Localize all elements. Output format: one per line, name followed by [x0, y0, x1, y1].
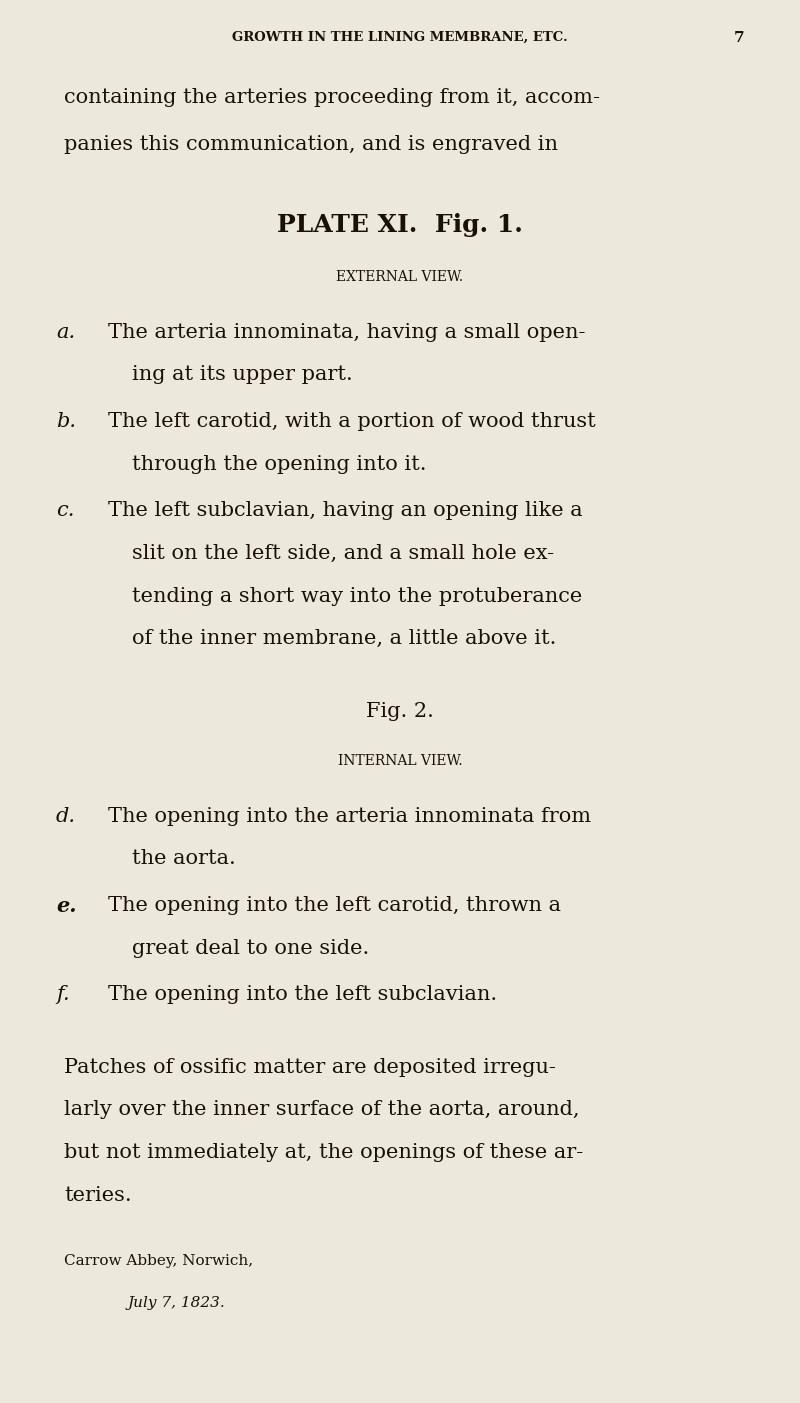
Text: The opening into the arteria innominata from: The opening into the arteria innominata … [108, 807, 591, 826]
Text: c.: c. [56, 501, 74, 521]
Text: The opening into the left carotid, thrown a: The opening into the left carotid, throw… [108, 897, 561, 915]
Text: EXTERNAL VIEW.: EXTERNAL VIEW. [337, 271, 463, 285]
Text: e.: e. [56, 897, 77, 916]
Text: ing at its upper part.: ing at its upper part. [132, 365, 353, 384]
Text: containing the arteries proceeding from it, accom-: containing the arteries proceeding from … [64, 87, 600, 107]
Text: The arteria innominata, having a small open-: The arteria innominata, having a small o… [108, 323, 586, 342]
Text: larly over the inner surface of the aorta, around,: larly over the inner surface of the aort… [64, 1100, 579, 1120]
Text: The left carotid, with a portion of wood thrust: The left carotid, with a portion of wood… [108, 412, 596, 431]
Text: tending a short way into the protuberance: tending a short way into the protuberanc… [132, 586, 582, 606]
Text: but not immediately at, the openings of these ar-: but not immediately at, the openings of … [64, 1143, 583, 1162]
Text: INTERNAL VIEW.: INTERNAL VIEW. [338, 755, 462, 769]
Text: the aorta.: the aorta. [132, 849, 236, 868]
Text: slit on the left side, and a small hole ex-: slit on the left side, and a small hole … [132, 544, 554, 563]
Text: July 7, 1823.: July 7, 1823. [128, 1295, 226, 1309]
Text: Fig. 2.: Fig. 2. [366, 702, 434, 721]
Text: f.: f. [56, 985, 70, 1005]
Text: The opening into the left subclavian.: The opening into the left subclavian. [108, 985, 497, 1005]
Text: d.: d. [56, 807, 76, 826]
Text: GROWTH IN THE LINING MEMBRANE, ETC.: GROWTH IN THE LINING MEMBRANE, ETC. [232, 31, 568, 45]
Text: panies this communication, and is engraved in: panies this communication, and is engrav… [64, 135, 558, 154]
Text: b.: b. [56, 412, 76, 431]
Text: through the opening into it.: through the opening into it. [132, 455, 426, 474]
Text: teries.: teries. [64, 1186, 132, 1205]
Text: The left subclavian, having an opening like a: The left subclavian, having an opening l… [108, 501, 582, 521]
Text: Patches of ossific matter are deposited irregu-: Patches of ossific matter are deposited … [64, 1058, 556, 1078]
Text: of the inner membrane, a little above it.: of the inner membrane, a little above it… [132, 629, 556, 648]
Text: a.: a. [56, 323, 75, 342]
Text: Carrow Abbey, Norwich,: Carrow Abbey, Norwich, [64, 1254, 253, 1268]
Text: great deal to one side.: great deal to one side. [132, 939, 370, 958]
Text: PLATE XI.  Fig. 1.: PLATE XI. Fig. 1. [277, 213, 523, 237]
Text: 7: 7 [734, 31, 744, 45]
